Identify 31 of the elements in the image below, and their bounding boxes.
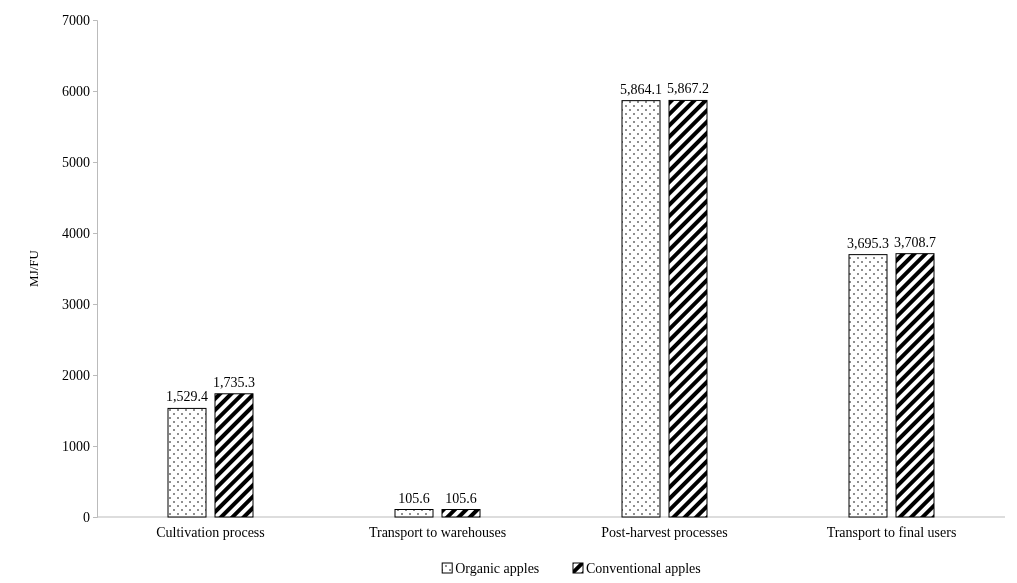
- data-label: 5,867.2: [667, 81, 709, 97]
- bar: [895, 253, 935, 518]
- y-tick-label: 5000: [62, 154, 90, 170]
- data-label: 1,735.3: [213, 374, 255, 390]
- y-tick-label: 0: [83, 509, 90, 525]
- data-label: 5,864.1: [620, 81, 662, 97]
- y-tick-label: 4000: [62, 225, 90, 241]
- data-label: 1,529.4: [166, 389, 208, 405]
- data-label: 3,695.3: [847, 235, 889, 251]
- data-label: 105.6: [398, 490, 430, 506]
- x-tick-label: Transport to warehouses: [368, 524, 507, 540]
- data-label: 3,708.7: [894, 234, 936, 250]
- x-tick-label: Post-harvest processes: [601, 524, 728, 540]
- data-label: 105.6: [445, 490, 477, 506]
- bar: [848, 254, 888, 518]
- bar: [167, 407, 207, 518]
- y-tick-label: 3000: [62, 296, 90, 312]
- bar: [441, 509, 481, 518]
- bar: [621, 100, 661, 518]
- x-tick-label: Cultivation process: [156, 524, 265, 540]
- y-tick-label: 6000: [62, 83, 90, 99]
- y-tick-label: 1000: [62, 438, 90, 454]
- y-axis-title: MJ/FU: [26, 249, 41, 287]
- x-tick-label: Transport to final users: [826, 524, 957, 540]
- bar: [214, 393, 254, 518]
- legend-label: Conventional apples: [586, 561, 701, 576]
- y-tick-label: 7000: [62, 12, 90, 28]
- bar: [394, 509, 434, 518]
- legend-label: Organic apples: [455, 561, 540, 576]
- bar: [668, 99, 708, 518]
- y-tick-label: 2000: [62, 367, 90, 383]
